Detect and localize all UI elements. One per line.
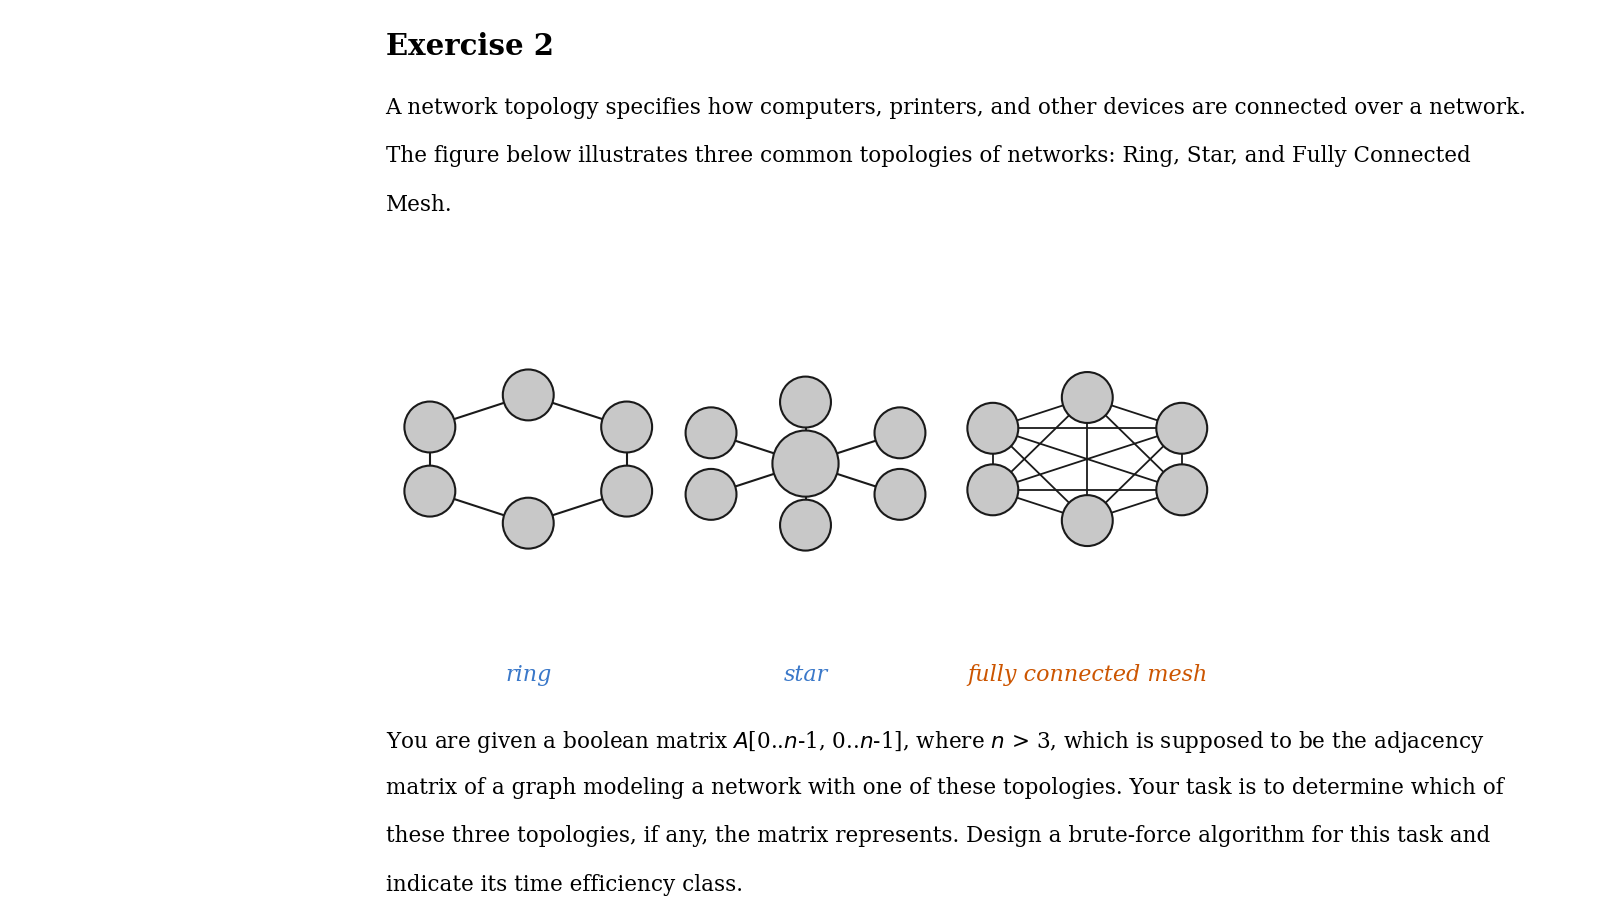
Text: Exercise 2: Exercise 2 bbox=[385, 32, 554, 61]
Circle shape bbox=[601, 402, 652, 453]
Text: fully connected mesh: fully connected mesh bbox=[967, 664, 1208, 686]
Text: The figure below illustrates three common topologies of networks: Ring, Star, an: The figure below illustrates three commo… bbox=[385, 145, 1471, 167]
Circle shape bbox=[404, 465, 456, 516]
Circle shape bbox=[967, 403, 1018, 454]
Circle shape bbox=[875, 469, 925, 520]
Circle shape bbox=[1157, 464, 1207, 515]
Text: ring: ring bbox=[506, 664, 551, 686]
Circle shape bbox=[686, 407, 736, 458]
Text: indicate its time efficiency class.: indicate its time efficiency class. bbox=[385, 874, 743, 895]
Circle shape bbox=[686, 469, 736, 520]
Circle shape bbox=[780, 376, 831, 427]
Circle shape bbox=[1062, 495, 1113, 546]
Circle shape bbox=[601, 465, 652, 516]
Text: Mesh.: Mesh. bbox=[385, 194, 453, 215]
Circle shape bbox=[772, 431, 839, 496]
Circle shape bbox=[1157, 403, 1207, 454]
Circle shape bbox=[780, 500, 831, 551]
Text: A network topology specifies how computers, printers, and other devices are conn: A network topology specifies how compute… bbox=[385, 97, 1526, 119]
Circle shape bbox=[1062, 372, 1113, 423]
Circle shape bbox=[503, 498, 554, 549]
Text: You are given a boolean matrix $A$[0..$n$-1, 0..$n$-1], where $n$ > 3, which is : You are given a boolean matrix $A$[0..$n… bbox=[385, 729, 1484, 755]
Circle shape bbox=[404, 402, 456, 453]
Circle shape bbox=[503, 369, 554, 420]
Circle shape bbox=[875, 407, 925, 458]
Circle shape bbox=[967, 464, 1018, 515]
Text: matrix of a graph modeling a network with one of these topologies. Your task is : matrix of a graph modeling a network wit… bbox=[385, 777, 1503, 799]
Text: star: star bbox=[783, 664, 828, 686]
Text: these three topologies, if any, the matrix represents. Design a brute-force algo: these three topologies, if any, the matr… bbox=[385, 825, 1490, 847]
